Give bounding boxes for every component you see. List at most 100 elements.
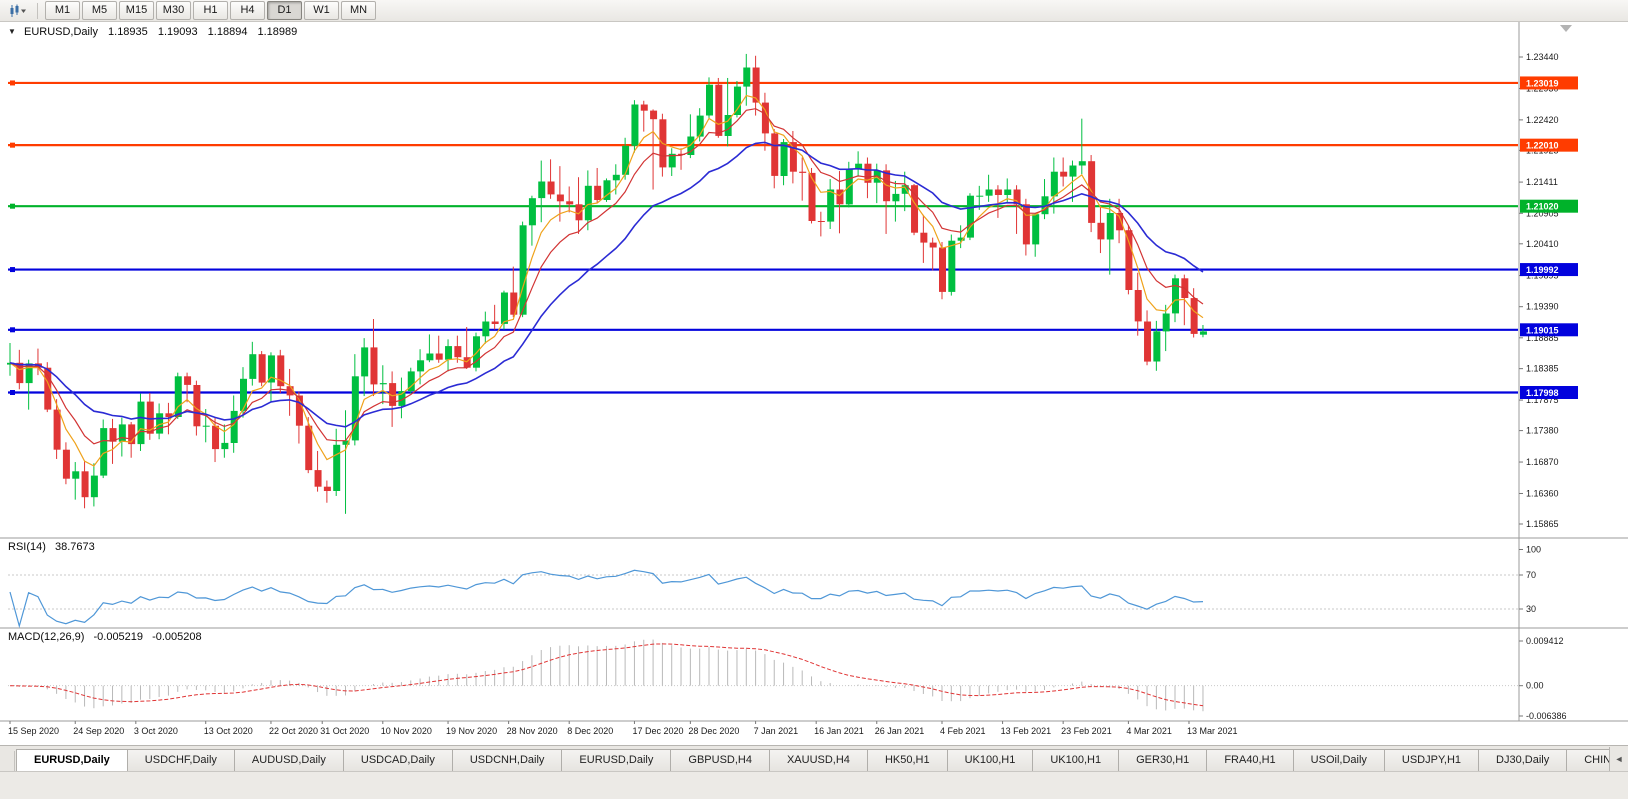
chart-tab-audusd-daily[interactable]: AUDUSD,Daily (233, 749, 344, 771)
chart-tab-eurusd-daily[interactable]: EURUSD,Daily (561, 749, 672, 771)
price-line-label-1.19015 (1520, 323, 1578, 337)
svg-text:13 Mar 2021: 13 Mar 2021 (1187, 726, 1238, 736)
ohlc-low: 1.18894 (207, 26, 248, 38)
svg-text:1.21411: 1.21411 (1526, 177, 1558, 187)
price-line-label-1.22010 (1520, 138, 1578, 152)
chart-dropdown-icon[interactable]: ▼ (8, 27, 16, 36)
svg-text:4 Mar 2021: 4 Mar 2021 (1126, 726, 1172, 736)
horizontal-lines: 1.23019 1.22010 1.21020 1.19992 1.19015 1.179… (8, 76, 1578, 400)
svg-text:1.17998: 1.17998 (1526, 388, 1559, 398)
ma-9-line (9, 108, 1204, 445)
svg-text:16 Jan 2021: 16 Jan 2021 (814, 726, 864, 736)
svg-text:1.23440: 1.23440 (1526, 52, 1559, 62)
chart-tab-uk100-h1[interactable]: UK100,H1 (1032, 749, 1120, 771)
svg-text:1.22420: 1.22420 (1526, 115, 1559, 125)
timeframe-button-h1[interactable]: H1 (193, 1, 228, 20)
price-line-label-1.23019 (1520, 76, 1578, 90)
status-strip (0, 771, 1628, 799)
svg-text:26 Jan 2021: 26 Jan 2021 (875, 726, 925, 736)
chart-tab-xauusd-h4[interactable]: XAUUSD,H4 (768, 749, 868, 771)
chart-tabs: EURUSD,Daily USDCHF,Daily AUDUSD,Daily USDC… (16, 749, 1628, 771)
svg-text:1.18385: 1.18385 (1526, 364, 1559, 374)
timeframe-button-d1[interactable]: D1 (267, 1, 302, 20)
chart-title: ▼ EURUSD,Daily 1.18935 1.19093 1.18894 1… (8, 26, 297, 38)
chart-tab-usoil-daily[interactable]: USOil,Daily (1292, 749, 1385, 771)
tabs-scroll-left-button[interactable]: ◄ (1609, 747, 1628, 771)
timeframe-button-m5[interactable]: M5 (82, 1, 117, 20)
svg-text:4 Feb 2021: 4 Feb 2021 (940, 726, 986, 736)
svg-text:19 Nov 2020: 19 Nov 2020 (446, 726, 497, 736)
ohlc-close: 1.18989 (257, 26, 298, 38)
macd-panel: 0.009412 0.00 -0.006386 (8, 636, 1567, 721)
panel-frame (0, 22, 1628, 722)
rsi-name: RSI(14) (8, 541, 46, 553)
svg-text:7 Jan 2021: 7 Jan 2021 (754, 726, 799, 736)
timeframe-button-m15[interactable]: M15 (119, 1, 154, 20)
chart-tab-usdcnh-daily[interactable]: USDCNH,Daily (451, 749, 563, 771)
rsi-panel: 100 70 30 (8, 545, 1541, 629)
svg-text:1.19992: 1.19992 (1526, 265, 1559, 275)
svg-text:0.009412: 0.009412 (1526, 636, 1564, 646)
svg-text:31 Oct 2020: 31 Oct 2020 (320, 726, 369, 736)
chart-tab-ger30-h1[interactable]: GER30,H1 (1118, 749, 1208, 771)
svg-text:3 Oct 2020: 3 Oct 2020 (134, 726, 178, 736)
timeframe-button-w1[interactable]: W1 (304, 1, 339, 20)
chart-tab-eurusd-daily[interactable]: EURUSD,Daily (16, 749, 128, 771)
svg-text:1.19015: 1.19015 (1526, 325, 1559, 335)
svg-text:100: 100 (1526, 545, 1541, 555)
svg-text:1.19390: 1.19390 (1526, 302, 1559, 312)
tabbar-grip (2, 751, 15, 771)
svg-text:13 Oct 2020: 13 Oct 2020 (204, 726, 253, 736)
timeframe-button-mn[interactable]: MN (341, 1, 376, 20)
svg-text:30: 30 (1526, 604, 1536, 614)
svg-text:28 Nov 2020: 28 Nov 2020 (507, 726, 558, 736)
svg-text:1.21020: 1.21020 (1526, 202, 1559, 212)
chart-tabbar: EURUSD,Daily USDCHF,Daily AUDUSD,Daily USDC… (0, 745, 1628, 771)
chart-shift-marker[interactable] (1560, 25, 1572, 32)
timeframe-button-m1[interactable]: M1 (45, 1, 80, 20)
svg-text:1.23019: 1.23019 (1526, 78, 1559, 88)
timeframes-toolbar: M1 M5 M15 M30 H1 H4 D1 W1 MN (0, 0, 1628, 22)
price-line-label-1.17998 (1520, 386, 1578, 400)
chart-tab-usdjpy-h1[interactable]: USDJPY,H1 (1383, 749, 1480, 771)
svg-text:23 Feb 2021: 23 Feb 2021 (1061, 726, 1112, 736)
svg-text:1.18885: 1.18885 (1526, 333, 1559, 343)
chart-tab-uk100-h1[interactable]: UK100,H1 (946, 749, 1034, 771)
price-line-label-1.19992 (1520, 263, 1578, 277)
chart-tab-dj30-daily[interactable]: DJ30,Daily (1478, 749, 1568, 771)
ma-20-line (9, 141, 1204, 428)
svg-text:1.16870: 1.16870 (1526, 457, 1559, 467)
macd-value: -0.005219 (93, 631, 144, 643)
toolbar-separator (37, 2, 38, 19)
chart-tab-gbpusd-h4[interactable]: GBPUSD,H4 (670, 749, 770, 771)
timeframe-buttons: M1 M5 M15 M30 H1 H4 D1 W1 MN (45, 1, 376, 20)
chart-tab-usdchf-daily[interactable]: USDCHF,Daily (126, 749, 235, 771)
chart-type-icon[interactable] (4, 1, 30, 21)
svg-text:1.16360: 1.16360 (1526, 488, 1559, 498)
rsi-label: RSI(14) 38.7673 (8, 541, 95, 553)
svg-text:1.20905: 1.20905 (1526, 208, 1559, 218)
timeframe-button-m30[interactable]: M30 (156, 1, 191, 20)
svg-text:1.15865: 1.15865 (1526, 519, 1559, 529)
price-line-label-1.21020 (1520, 199, 1578, 213)
macd-signal-line (9, 643, 1204, 707)
svg-text:10 Nov 2020: 10 Nov 2020 (381, 726, 432, 736)
svg-text:24 Sep 2020: 24 Sep 2020 (73, 726, 124, 736)
chart-tab-hk50-h1[interactable]: HK50,H1 (866, 749, 948, 771)
macd-name: MACD(12,26,9) (8, 631, 85, 643)
svg-text:15 Sep 2020: 15 Sep 2020 (8, 726, 59, 736)
chart-tab-fra40-h1[interactable]: FRA40,H1 (1206, 749, 1294, 771)
svg-text:28 Dec 2020: 28 Dec 2020 (688, 726, 739, 736)
svg-text:1.22010: 1.22010 (1526, 141, 1559, 151)
macd-signal-value: -0.005208 (152, 631, 202, 643)
chart-tab-usdcad-daily[interactable]: USDCAD,Daily (342, 749, 453, 771)
svg-text:8 Dec 2020: 8 Dec 2020 (567, 726, 613, 736)
macd-label: MACD(12,26,9) -0.005219 -0.005208 (8, 631, 202, 643)
rsi-value: 38.7673 (54, 541, 95, 553)
chart-symbol-period: EURUSD,Daily (23, 26, 98, 38)
svg-text:70: 70 (1526, 570, 1536, 580)
svg-text:1.17380: 1.17380 (1526, 426, 1559, 436)
timeframe-button-h4[interactable]: H4 (230, 1, 265, 20)
